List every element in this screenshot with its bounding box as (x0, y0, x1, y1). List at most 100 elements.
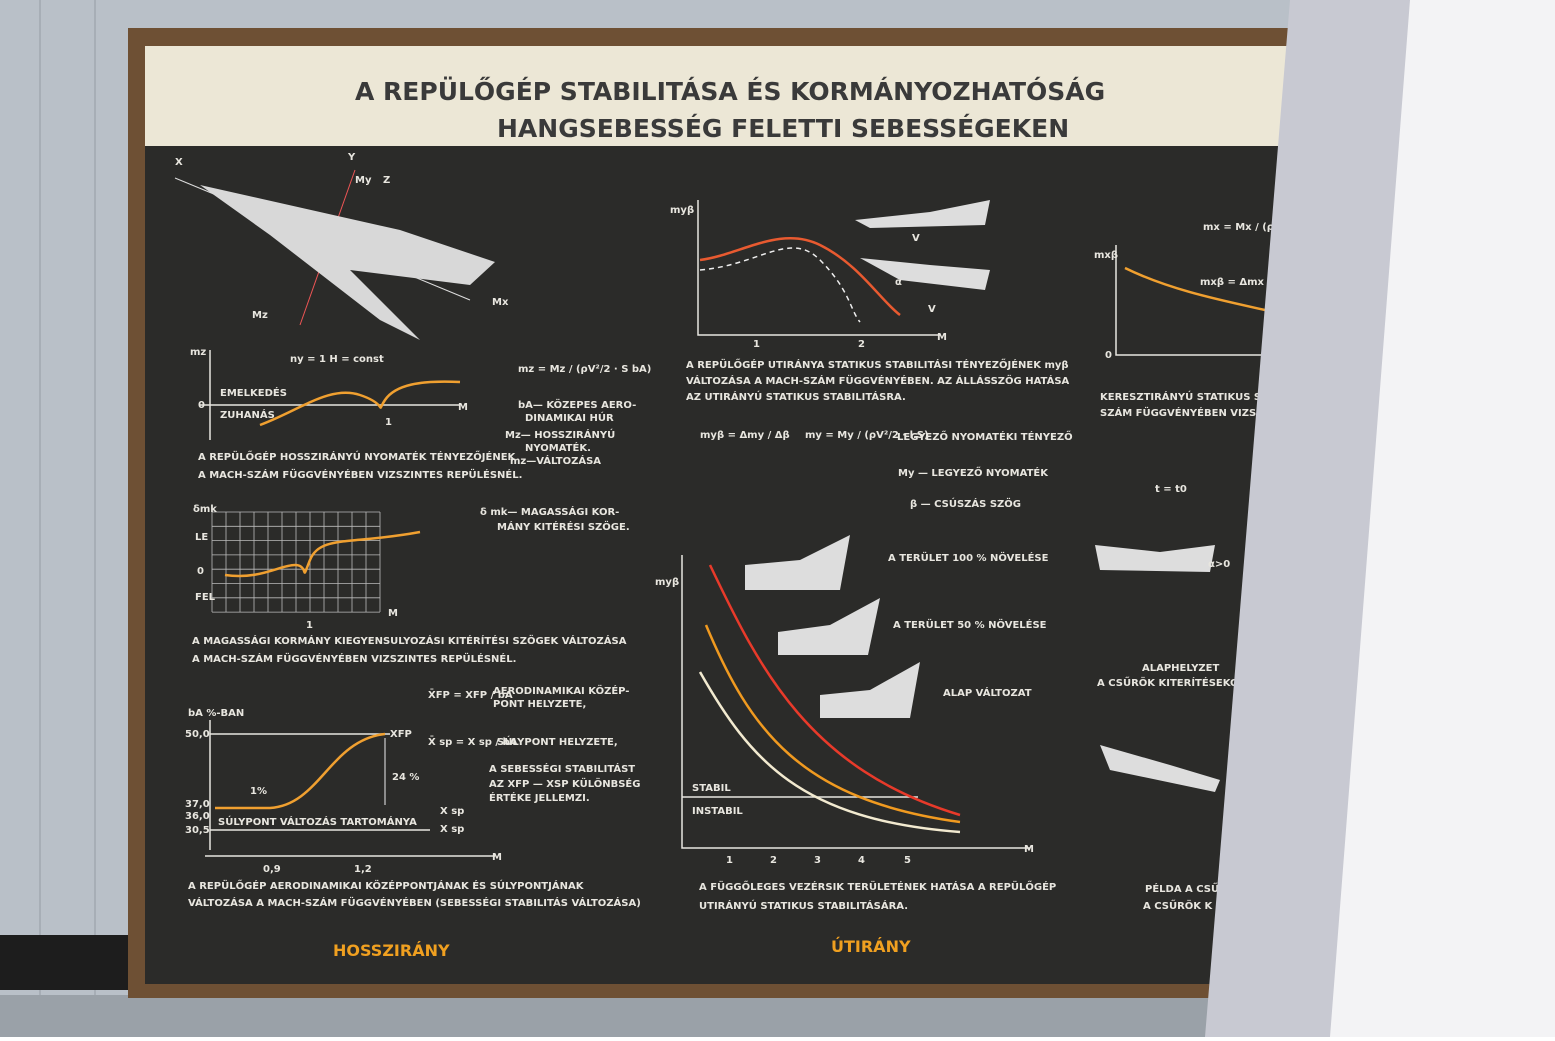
label: 37,0 (185, 799, 210, 810)
label: A TERÜLET 100 % NÖVELÉSE (888, 550, 1049, 564)
label: My — LEGYEZŐ NYOMATÉK (898, 465, 1049, 479)
shape (215, 732, 386, 810)
label: bA— KÖZEPES AERO- (518, 397, 636, 411)
title: A REPÜLŐGÉP STABILITÁSA ÉS KORMÁNYOZHATÓ… (355, 76, 1105, 106)
section-label: ÚTIRÁNY (831, 937, 911, 956)
label: NYOMATÉK. (525, 441, 591, 454)
shape (820, 662, 920, 718)
label: DINAMIKAI HÚR (525, 411, 614, 424)
label: Mz— HOSSZIRÁNYÚ (505, 428, 615, 441)
shape (200, 185, 495, 340)
label: SÚLYPONT HELYZETE, (497, 735, 618, 748)
label: SÚLYPONT VÁLTOZÁS TARTOMÁNYA (218, 815, 417, 828)
label: my = My / (ρV²/2 · l.S) (805, 430, 929, 441)
header-strip (145, 46, 1287, 146)
shape (704, 624, 961, 824)
label: 1 (726, 855, 733, 866)
shape (1100, 745, 1220, 792)
label: M (458, 402, 468, 413)
label: XFP (390, 729, 412, 740)
label: 4 (858, 855, 865, 866)
label: α (895, 277, 902, 288)
label: A TERÜLET 50 % NÖVELÉSE (893, 617, 1047, 631)
label: bA %-BAN (188, 708, 244, 719)
label: ny = 1 H = const (290, 354, 384, 365)
label: mz—VÁLTOZÁSA (510, 454, 601, 467)
label: PÉLDA A CSŰ (1145, 881, 1219, 895)
label: VÁLTOZÁSA A MACH-SZÁM FÜGGVÉNYÉBEN (SEBE… (188, 895, 641, 909)
label: 1 (385, 417, 392, 428)
label: AZ UTIRÁNYÚ STATIKUS STABILITÁSRA. (686, 390, 906, 403)
rail-low (0, 995, 1300, 1037)
label: A SEBESSÉGI STABILITÁST (489, 762, 635, 775)
label: M (1024, 844, 1034, 855)
label: δ mk— MAGASSÁGI KOR- (480, 505, 619, 518)
label: Mx (492, 297, 509, 308)
label: myβ (655, 577, 679, 588)
mach-chart: myβ 1 2 M V Vα A REPÜLŐGÉP UTIRÁNYA STATIKU… (670, 200, 1070, 403)
label: INSTABIL (692, 806, 743, 817)
shape (778, 598, 880, 655)
label: M (937, 332, 947, 343)
shape (259, 380, 461, 427)
shape (200, 350, 460, 440)
center-chart: bA %-BAN 50,0 37,0 36,0 30,5 0,9 1,2 M XFP 2… (185, 683, 641, 909)
label: β — CSÚSZÁS SZÖG (910, 496, 1021, 510)
shape (745, 535, 850, 590)
label: 0 (197, 566, 204, 577)
label: X̄FP = XFP / bA (428, 688, 513, 701)
label: AERODINAMIKAI KÖZÉP- (493, 683, 629, 697)
label: PONT HELYZETE, (493, 699, 586, 710)
label: X sp (440, 824, 464, 835)
shape (211, 511, 381, 613)
label: FEL (195, 592, 216, 603)
shape (698, 671, 961, 834)
shape (699, 247, 861, 323)
label: 2 (770, 855, 777, 866)
label: Y (347, 152, 356, 163)
label: SZÁM FÜGGVÉNYÉBEN VIZSZ (1100, 405, 1263, 419)
label: 1,2 (354, 864, 372, 875)
label: mz = Mz / (ρV²/2 · S bA) (518, 364, 651, 375)
label: 5 (904, 855, 911, 866)
label: ALAP VÁLTOZAT (943, 686, 1032, 699)
section-label: HOSSZIRÁNY (333, 941, 450, 960)
label: VÁLTOZÁSA A MACH-SZÁM FÜGGVÉNYÉBEN. AZ Á… (686, 373, 1070, 387)
shape (205, 720, 495, 857)
label: Z (383, 175, 390, 186)
label: A MAGASSÁGI KORMÁNY KIEGYENSULYOZÁSI KIT… (192, 633, 627, 647)
shape (1095, 545, 1215, 572)
shape (681, 555, 1030, 849)
label: ÉRTÉKE JELLEMZI. (489, 791, 590, 804)
aircraft-diagram: X Y Z My Mz Mx (174, 152, 509, 340)
label: A MACH-SZÁM FÜGGVÉNYÉBEN VIZSZINTES REPÜ… (198, 467, 522, 481)
shape (860, 258, 990, 290)
label: A MACH-SZÁM FÜGGVÉNYÉBEN VIZSZINTES REPÜ… (192, 651, 516, 665)
label: 50,0 (185, 729, 210, 740)
shape (1115, 245, 1270, 356)
label: LEGYEZŐ NYOMATÉKI TÉNYEZŐ (897, 429, 1073, 443)
label: mxβ = Δmx / Δβ (1200, 277, 1290, 288)
label: STABIL (692, 783, 731, 794)
label: A REPÜLŐGÉP HOSSZIRÁNYÚ NYOMATÉK TÉNYEZŐ… (198, 449, 517, 463)
label: Mz (252, 310, 268, 321)
shape (855, 200, 990, 228)
label: X̄ sp = X sp / bA (428, 735, 518, 748)
board (145, 146, 1287, 984)
label: X (175, 157, 183, 168)
label: A CSŰRÖK K (1143, 898, 1213, 912)
label: M (388, 608, 398, 619)
label: 1 (753, 339, 760, 350)
fin-chart: myβ 1 2 3 4 5 M STABIL INSTABIL A TERÜLET 100… (655, 535, 1056, 912)
label: 0 (1105, 350, 1112, 361)
shape (224, 530, 421, 578)
label: α>0 (1208, 559, 1230, 570)
label: A REPÜLŐGÉP UTIRÁNYA STATIKUS STABILITÁS… (686, 357, 1069, 371)
label: M (492, 852, 502, 863)
shape (708, 564, 961, 817)
label: UTIRÁNYÚ STATIKUS STABILITÁSÁRA. (699, 899, 908, 912)
subtitle: HANGSEBESSÉG FELETTI SEBESSÉGEKEN (497, 114, 1069, 143)
